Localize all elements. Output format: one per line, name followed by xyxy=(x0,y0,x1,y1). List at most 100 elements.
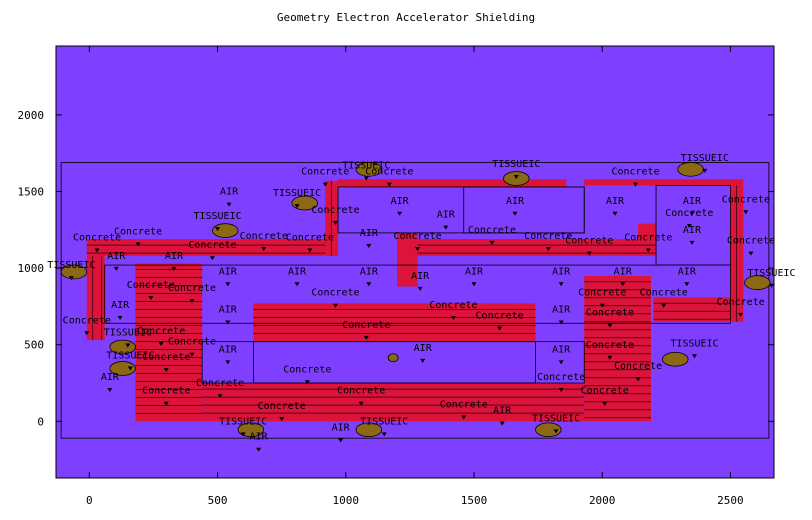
region-label: Concrete xyxy=(476,311,524,331)
region-label-text: Concrete xyxy=(611,167,659,178)
region-label-text: TISSUEIC xyxy=(492,159,540,170)
concrete-region xyxy=(584,275,651,422)
region-label-text: Concrete xyxy=(586,340,634,351)
region-marker xyxy=(163,401,169,406)
region-label-text: AIR xyxy=(552,344,571,355)
region-label-text: TISSUEIC xyxy=(360,416,408,427)
region-label: Concrete xyxy=(581,386,629,406)
region-marker xyxy=(545,247,551,252)
region-label-text: Concrete xyxy=(114,226,162,237)
region-label-text: Concrete xyxy=(578,288,626,299)
region-label: Concrete xyxy=(524,231,572,252)
tissue-region xyxy=(677,162,704,177)
region-label: TISSUEIC xyxy=(532,413,580,434)
tissue-region xyxy=(662,351,689,367)
region-label: Concrete xyxy=(188,240,237,261)
region-label-text: TISSUEIC xyxy=(104,328,152,339)
region-label-text: AIR xyxy=(506,196,525,207)
region-marker xyxy=(602,401,608,406)
region-marker xyxy=(304,380,310,385)
region-label-text: AIR xyxy=(552,266,571,277)
y-tick-label: 1500 xyxy=(18,186,45,199)
region-label: Concrete xyxy=(393,231,442,252)
x-tick-label: 1000 xyxy=(333,494,360,507)
y-tick-label: 0 xyxy=(37,415,44,428)
region-marker xyxy=(333,303,339,308)
region-marker xyxy=(358,401,364,406)
region-label: Concrete xyxy=(73,233,121,253)
region-marker xyxy=(225,320,231,325)
region-label: AIR xyxy=(288,266,307,287)
region-label-text: Concrete xyxy=(142,386,190,397)
region-label-text: Concrete xyxy=(137,326,185,337)
region-marker xyxy=(450,315,456,320)
region-label: Concrete xyxy=(301,167,349,187)
region-marker xyxy=(415,247,421,252)
region-label-text: Concrete xyxy=(127,280,175,291)
region-labels: ConcreteTISSUEICConcreteTISSUEICConcrete… xyxy=(47,153,796,452)
region-marker xyxy=(189,299,195,304)
region-marker xyxy=(489,240,495,245)
region-label: AIR xyxy=(107,251,126,271)
region-label-text: AIR xyxy=(465,266,484,277)
region-marker xyxy=(215,227,221,232)
region-label-text: AIR xyxy=(683,196,702,207)
region-label: Concrete xyxy=(578,288,626,308)
concrete-region xyxy=(338,179,567,187)
region-marker xyxy=(217,394,223,399)
region-label-text: Concrete xyxy=(665,208,713,219)
tissue-region xyxy=(212,223,239,238)
region-marker xyxy=(553,429,559,434)
region-label-text: AIR xyxy=(683,225,702,236)
y-tick-label: 500 xyxy=(24,339,44,352)
region-label: AIR xyxy=(552,266,571,287)
concrete-region xyxy=(86,239,326,256)
region-label: Concrete xyxy=(586,340,634,360)
region-label: AIR xyxy=(219,266,238,287)
region-label: AIR xyxy=(414,343,433,363)
region-label: TISSUEIC xyxy=(193,211,242,232)
region-marker xyxy=(240,432,246,437)
concrete-region xyxy=(417,239,657,256)
region-label-text: Concrete xyxy=(565,236,613,247)
region-label: Concrete xyxy=(311,205,360,225)
region-outlines xyxy=(60,162,770,439)
region-label-text: Concrete xyxy=(73,233,121,244)
region-label: AIR xyxy=(360,228,379,248)
region-label: AIR xyxy=(506,196,525,216)
region-marker xyxy=(443,225,449,230)
region-label-text: Concrete xyxy=(717,297,765,308)
region-label: TISSUEIC xyxy=(104,328,152,348)
region-label-text: AIR xyxy=(391,196,410,207)
concrete-region xyxy=(325,180,339,256)
region-label: AIR xyxy=(250,432,269,452)
region-label-text: AIR xyxy=(165,251,184,262)
region-marker xyxy=(363,335,369,340)
region-label: Concrete xyxy=(640,288,688,308)
region-marker xyxy=(497,326,503,331)
tissue-region xyxy=(744,275,771,290)
region-label-text: AIR xyxy=(614,266,633,277)
region-label: Concrete xyxy=(311,288,360,308)
region-outline xyxy=(253,341,536,384)
region-label-text: Concrete xyxy=(393,231,441,242)
region-label: AIR xyxy=(678,266,697,287)
region-marker xyxy=(558,387,564,392)
region-marker xyxy=(135,242,141,247)
region-marker xyxy=(84,331,90,336)
region-label-text: TISSUEIC xyxy=(670,338,718,349)
region-marker xyxy=(738,312,744,317)
region-label: AIR xyxy=(614,266,633,287)
region-label-text: TISSUEIC xyxy=(681,153,729,164)
region-label: AIR xyxy=(165,251,184,271)
region-marker xyxy=(471,282,477,287)
y-tick-label: 2000 xyxy=(18,109,45,122)
region-label: Concrete xyxy=(137,326,185,346)
region-marker xyxy=(689,211,695,216)
region-label: AIR xyxy=(220,187,239,207)
region-marker xyxy=(117,315,123,320)
region-label: AIR xyxy=(683,196,702,216)
region-label: Concrete xyxy=(240,231,288,252)
region-marker xyxy=(171,266,177,271)
